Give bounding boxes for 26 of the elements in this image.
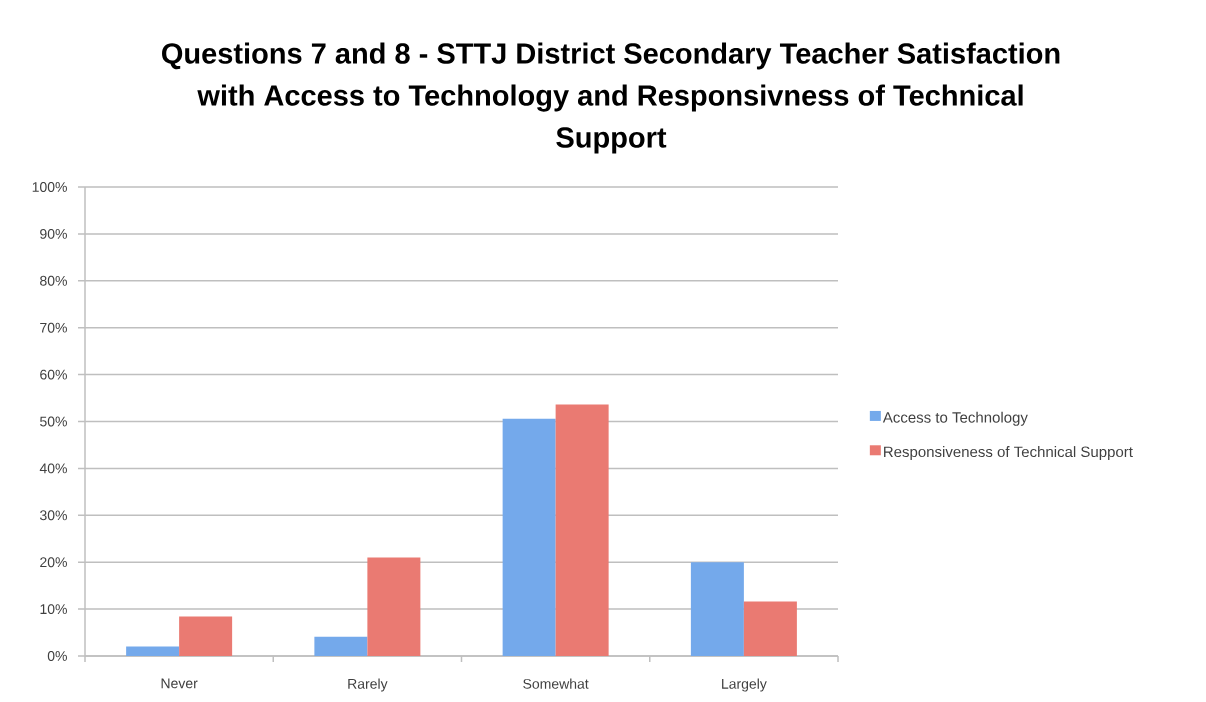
y-tick-label: 0% [47, 651, 67, 661]
y-tick-label: 30% [39, 510, 67, 521]
bar [314, 636, 368, 656]
y-tick-label: 40% [39, 463, 67, 474]
y-tick-label: 80% [40, 275, 67, 286]
chart-title: Questions 7 and 8 - STTJ District Secondary Teacher Satisfaction with Access to Technology and Responsivness of Technical Support [162, 42, 1060, 154]
y-tick-label: 20% [40, 557, 67, 568]
bar [502, 418, 556, 656]
legend-label: Responsiveness of Technical Support [884, 446, 1133, 461]
x-tick-label: Somewhat [523, 678, 589, 689]
y-tick-label: 90% [40, 228, 67, 239]
y-tick-label: 60% [40, 369, 67, 380]
legend-label: Access to Technology [882, 411, 1028, 426]
y-tick-label: 70% [40, 322, 67, 333]
bar [743, 601, 797, 656]
bar [179, 616, 233, 656]
bar [690, 562, 744, 656]
bar [367, 557, 421, 656]
y-tick-label: 50% [40, 416, 67, 427]
x-tick-label: Largely [722, 678, 767, 692]
x-tick-label: Never [161, 678, 198, 689]
y-tick-label: 10% [40, 604, 67, 615]
bar [126, 646, 180, 656]
x-tick-label: Rarely [348, 678, 388, 692]
bar [555, 404, 609, 656]
y-tick-label: 100% [32, 182, 67, 192]
